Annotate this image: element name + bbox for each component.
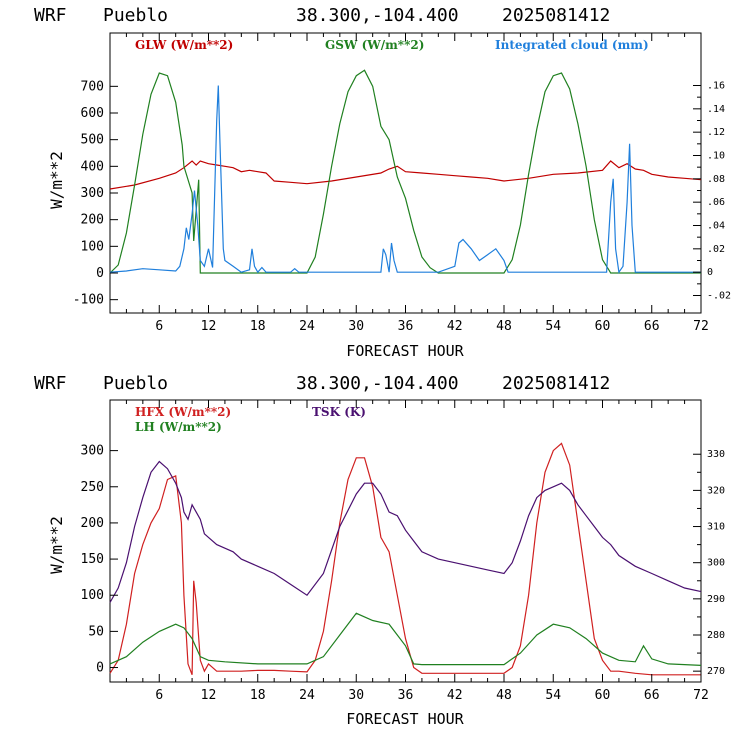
x-tick-label: 48 xyxy=(496,688,512,703)
legend-gsw: GSW (W/m**2) xyxy=(325,38,424,52)
model-label: WRF xyxy=(34,5,67,26)
y-tick-label: 500 xyxy=(81,133,104,148)
y2-tick-label: 320 xyxy=(707,485,725,496)
y-tick-label: 400 xyxy=(81,159,104,174)
x-tick-label: 42 xyxy=(447,319,463,334)
series-line-2 xyxy=(109,85,701,274)
y2-tick-label: .16 xyxy=(707,81,725,92)
x-tick-label: 66 xyxy=(644,319,660,334)
axes-group: 6 12 18 24 30 36 42 48 54 60 66 72 -100 0 100 200 300 400… xyxy=(73,33,731,334)
x-tick-label: 12 xyxy=(201,319,217,334)
run-label-2: 2025081412 xyxy=(502,373,610,394)
x-tick-label: 30 xyxy=(348,319,364,334)
flux-panel: HFX (W/m**2) LH (W/m**2) TSK (K) FORECAS… xyxy=(47,399,725,728)
y2-tick-label: 280 xyxy=(707,630,725,641)
radiation-panel: GLW (W/m**2) GSW (W/m**2) Integrated clo… xyxy=(47,32,731,360)
y-tick-label: 200 xyxy=(81,213,104,228)
station-label: Pueblo xyxy=(103,5,168,26)
axes-group-2: 6 12 18 24 30 36 42 48 54 60 66 72 0 50 100 150 200 250 30… xyxy=(81,400,725,703)
series-line-1 xyxy=(109,612,702,666)
y2-tick-label: .06 xyxy=(707,197,725,208)
y-tick-label: 150 xyxy=(81,552,104,567)
series-line-0 xyxy=(109,160,702,190)
legend-cloud: Integrated cloud (mm) xyxy=(495,38,649,52)
x-tick-label: 48 xyxy=(496,319,512,334)
coords-label-2: 38.300,-104.400 xyxy=(296,373,459,394)
y-tick-label: 300 xyxy=(81,444,104,459)
legend-hfx: HFX (W/m**2) xyxy=(135,405,231,419)
y2-tick-label: .02 xyxy=(707,244,725,255)
x-tick-label: 18 xyxy=(250,319,266,334)
x-tick-label: 24 xyxy=(299,319,315,334)
legend-tsk: TSK (K) xyxy=(312,405,366,419)
y2-tick-label: .10 xyxy=(707,151,725,162)
series-group xyxy=(109,69,702,274)
x-tick-label: 6 xyxy=(155,688,163,703)
x-tick-label: 36 xyxy=(398,319,414,334)
y-tick-label: 100 xyxy=(81,239,104,254)
x-tick-label: 60 xyxy=(595,688,611,703)
y-tick-label: 100 xyxy=(81,588,104,603)
x-tick-label: 60 xyxy=(595,319,611,334)
series-line-1 xyxy=(109,69,701,274)
x-tick-label: 6 xyxy=(155,319,163,334)
y-tick-label: 600 xyxy=(81,106,104,121)
y2-tick-label: -.02 xyxy=(707,291,731,302)
y-axis-label: W/m**2 xyxy=(47,151,66,209)
y2-tick-label: 310 xyxy=(707,522,725,533)
coords-label: 38.300,-104.400 xyxy=(296,5,459,26)
x-tick-label: 54 xyxy=(545,319,561,334)
y2-tick-label: 270 xyxy=(707,666,725,677)
y2-tick-label: .12 xyxy=(707,127,725,138)
series-line-0 xyxy=(109,442,701,676)
x-axis-label-2: FORECAST HOUR xyxy=(346,710,464,728)
x-tick-label: 72 xyxy=(693,319,709,334)
y2-tick-label: 330 xyxy=(707,449,725,460)
station-label-2: Pueblo xyxy=(103,373,168,394)
y-tick-label: 50 xyxy=(88,624,104,639)
x-tick-label: 30 xyxy=(348,688,364,703)
x-tick-label: 72 xyxy=(693,688,709,703)
y2-tick-label: .04 xyxy=(707,221,725,232)
legend-lh: LH (W/m**2) xyxy=(135,420,222,434)
y2-tick-label: 290 xyxy=(707,594,725,605)
model-label-2: WRF xyxy=(34,373,67,394)
series-group-2 xyxy=(109,442,702,676)
y-tick-label: 250 xyxy=(81,480,104,495)
y2-tick-label: 0 xyxy=(707,267,713,278)
x-tick-label: 24 xyxy=(299,688,315,703)
y2-tick-label: 300 xyxy=(707,558,725,569)
y-tick-label: 0 xyxy=(96,661,104,676)
x-tick-label: 66 xyxy=(644,688,660,703)
run-label: 2025081412 xyxy=(502,5,610,26)
y2-tick-label: .08 xyxy=(707,174,725,185)
y-axis-label-2: W/m**2 xyxy=(47,516,66,574)
x-axis-label: FORECAST HOUR xyxy=(346,342,464,360)
y2-tick-label: .14 xyxy=(707,104,725,115)
y-tick-label: -100 xyxy=(73,293,104,308)
x-tick-label: 12 xyxy=(201,688,217,703)
plot-frame xyxy=(109,32,702,314)
y-tick-label: 700 xyxy=(81,79,104,94)
x-tick-label: 18 xyxy=(250,688,266,703)
x-tick-label: 42 xyxy=(447,688,463,703)
x-tick-label: 36 xyxy=(398,688,414,703)
legend-glw: GLW (W/m**2) xyxy=(135,38,233,52)
series-line-2 xyxy=(109,460,702,603)
y-tick-label: 0 xyxy=(96,266,104,281)
y-tick-label: 300 xyxy=(81,186,104,201)
y-tick-label: 200 xyxy=(81,516,104,531)
x-tick-label: 54 xyxy=(545,688,561,703)
